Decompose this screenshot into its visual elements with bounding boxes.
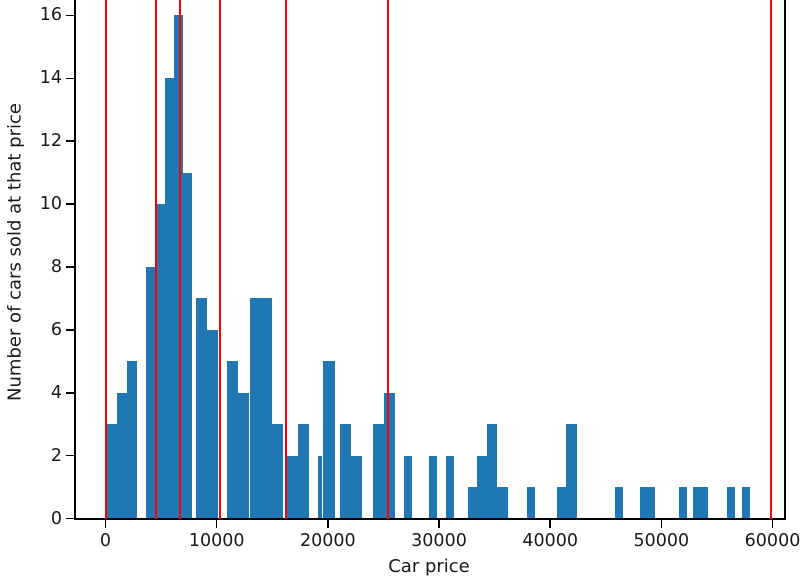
y-tick-label: 12 — [39, 131, 62, 152]
y-tick-label: 2 — [50, 445, 62, 466]
x-tick-mark — [215, 519, 218, 528]
y-tick-label: 0 — [50, 508, 62, 529]
histogram-bar — [566, 424, 578, 519]
red-vline — [386, 0, 390, 519]
histogram-bar — [250, 298, 262, 519]
histogram-bar — [317, 455, 322, 519]
red-vline — [218, 0, 222, 519]
histogram-bar — [287, 455, 299, 519]
histogram-bar — [298, 424, 310, 519]
histogram-bar — [557, 487, 567, 519]
y-tick-label: 4 — [50, 382, 62, 403]
histogram-bar — [127, 361, 138, 519]
histogram-bar — [497, 487, 509, 519]
histogram-bar — [340, 424, 352, 519]
x-tick-label: 10000 — [188, 531, 245, 551]
histogram-bar — [107, 424, 118, 519]
y-tick-label: 16 — [39, 5, 62, 26]
histogram-bar — [117, 392, 128, 519]
histogram-bar — [227, 361, 238, 519]
histogram-bar — [727, 487, 736, 519]
histogram-bar — [238, 392, 249, 519]
histogram-bar — [468, 487, 477, 519]
x-tick-mark — [438, 519, 440, 528]
red-vline — [178, 0, 182, 519]
x-tick-label: 40000 — [522, 531, 578, 551]
y-tick-label: 8 — [50, 256, 62, 277]
y-tick-mark — [66, 454, 74, 457]
y-tick-label: 10 — [39, 194, 62, 215]
y-tick-label: 14 — [39, 68, 62, 89]
histogram-bar — [615, 487, 624, 519]
y-tick-mark — [66, 14, 74, 17]
histogram-bar — [173, 15, 183, 519]
histogram-bar — [742, 487, 751, 519]
histogram-bar — [372, 424, 384, 519]
x-tick-label: 60000 — [744, 531, 801, 551]
x-tick-label: 20000 — [299, 531, 356, 551]
histogram-bar — [351, 455, 363, 519]
y-tick-mark — [66, 329, 74, 331]
histogram-bar — [446, 455, 454, 519]
x-axis-spine — [74, 518, 786, 520]
x-tick-label: 0 — [99, 531, 112, 551]
y-axis-label: Number of cars sold at that price — [4, 103, 26, 401]
red-vline — [154, 0, 158, 519]
histogram-bar — [261, 298, 273, 519]
histogram-bar — [693, 487, 709, 519]
histogram-bar — [146, 266, 157, 519]
right-spine — [784, 0, 786, 520]
y-tick-mark — [66, 77, 74, 80]
x-tick-mark — [549, 519, 551, 528]
histogram-bar — [164, 78, 174, 519]
x-axis-label: Car price — [388, 556, 470, 577]
red-vline — [769, 0, 773, 519]
x-tick-label: 30000 — [411, 531, 467, 551]
histogram-bar — [640, 487, 656, 519]
histogram-bar — [428, 455, 437, 519]
y-tick-mark — [66, 266, 74, 268]
histogram-bar — [383, 392, 395, 519]
y-tick-mark — [66, 391, 74, 394]
histogram-bar — [679, 487, 688, 519]
y-tick-mark — [66, 140, 74, 142]
x-tick-mark — [327, 519, 329, 528]
x-tick-mark — [104, 519, 107, 528]
histogram-bar — [322, 361, 335, 519]
histogram-bar — [272, 424, 284, 519]
x-tick-label: 50000 — [633, 531, 690, 551]
histogram-bar — [477, 455, 488, 519]
red-vline — [104, 0, 108, 519]
y-tick-mark — [66, 203, 74, 205]
y-tick-mark — [66, 517, 74, 520]
histogram-bar — [487, 424, 498, 519]
x-tick-mark — [660, 519, 663, 528]
histogram-bar — [403, 455, 412, 519]
y-tick-label: 6 — [50, 319, 62, 340]
y-axis-spine — [74, 0, 76, 520]
histogram-bar — [182, 172, 192, 519]
histogram-bar — [527, 487, 536, 519]
histogram-bar — [156, 204, 165, 519]
x-tick-mark — [771, 519, 774, 528]
red-vline — [284, 0, 288, 519]
histogram-bar — [195, 298, 207, 519]
histogram-bar — [206, 329, 218, 519]
